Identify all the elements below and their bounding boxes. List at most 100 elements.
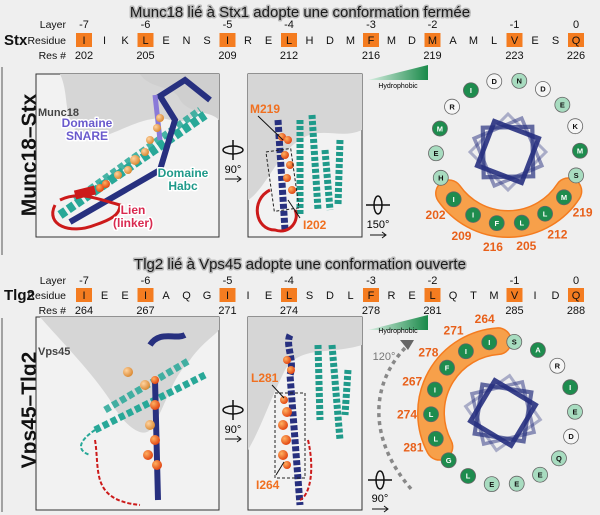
resnum-row-label: Res # [39, 50, 67, 62]
residue: S [203, 35, 210, 47]
layer-highlight [137, 288, 154, 302]
residue-letter: D [492, 77, 498, 86]
residue-circle [551, 450, 567, 467]
resnum-row-label: Res # [39, 305, 67, 317]
structure-panel-front-view: L281 I264 [247, 316, 363, 511]
residue: S [306, 290, 313, 302]
residue-number: 219 [423, 50, 441, 62]
residue-circle [444, 98, 460, 115]
residue-letter: I [569, 383, 571, 392]
residue-circle [440, 452, 457, 469]
residue-letter: D [568, 432, 574, 441]
residue-letter: H [438, 174, 443, 183]
wheel-residue: G [440, 452, 457, 469]
residue-number: 226 [567, 50, 585, 62]
wheel-residue-number: 264 [475, 312, 495, 326]
wheel-residue: E [508, 475, 525, 492]
residue-circle [427, 430, 444, 447]
residue: L [429, 290, 435, 302]
helix-turn-line [474, 118, 542, 186]
protein-label: Stx [4, 32, 28, 49]
residue-letter: E [514, 479, 519, 488]
residue: M [346, 35, 355, 47]
wheel-residue: I [463, 82, 479, 99]
snare-helix [68, 76, 212, 225]
rotation-icon-horizontal: 90° [368, 470, 392, 513]
rotation-angle: 90° [225, 424, 242, 436]
residue-letter: Q [556, 454, 562, 463]
wheel-residue: L 281 [403, 430, 444, 454]
hydrophobic-label: Hydrophobic [378, 328, 418, 335]
residue-circle [432, 169, 449, 186]
residue-letter: E [489, 480, 494, 489]
residue: F [368, 290, 375, 302]
residue: N [183, 35, 191, 47]
residue-circle [486, 73, 503, 90]
residue-number: 205 [136, 50, 154, 62]
layer-residue-spheres [96, 114, 164, 192]
residue: R [244, 35, 252, 47]
wheel-residue: E [428, 145, 444, 162]
residue-circle [530, 342, 546, 358]
residue-circle [465, 207, 481, 223]
structure-panel-side-view: Munc18 Domaine SNARE Domaine Habc Lien (… [35, 73, 220, 238]
structure-panel-front-view: M219 I202 [247, 73, 363, 238]
layer-highlight [424, 288, 441, 302]
layer-number: -2 [428, 19, 438, 31]
residue: M [428, 35, 437, 47]
layer-row-label: Layer [40, 19, 67, 31]
rotation-angle: 90° [372, 493, 389, 505]
residue-number: 271 [218, 305, 236, 317]
layer-residue-spheres [278, 133, 296, 194]
residue: Q [572, 290, 581, 302]
wheel-residue-number: 212 [547, 227, 567, 241]
layer-highlight [363, 33, 379, 47]
residue-letter: I [465, 347, 467, 356]
residue-letter: L [433, 435, 438, 444]
layer-highlight [219, 33, 236, 47]
residue: V [511, 290, 519, 302]
residue: D [326, 35, 334, 47]
layer-highlight [506, 33, 523, 47]
wheel-residue: M 219 [556, 189, 593, 219]
residue-circle [511, 72, 528, 89]
layer-row-label: Layer [40, 275, 67, 287]
residue-circle [567, 118, 584, 135]
section-title: Munc18 lié à Stx1 adopte une conformatio… [130, 4, 470, 21]
l281-label: L281 [251, 371, 279, 385]
residue: Q [449, 290, 458, 302]
residue-number: 212 [280, 50, 298, 62]
residue-circle [432, 120, 448, 137]
residue: H [306, 35, 314, 47]
hydrophobic-label: Hydrophobic [378, 83, 418, 90]
layer-residue-spheres [278, 356, 295, 469]
residue-letter: I [472, 211, 474, 220]
linker-loop [51, 194, 122, 231]
linker-label: Lien [121, 203, 146, 217]
residue-circle [563, 428, 579, 445]
residue-circle [554, 96, 571, 113]
wheel-residue: K [567, 118, 584, 135]
residue-letter: I [488, 338, 490, 347]
i202-label: I202 [303, 218, 327, 232]
layer-number: -3 [366, 19, 376, 31]
wheel-residue-number: 209 [451, 229, 471, 243]
wheel-rotation-angle: 120° [373, 351, 396, 363]
layer-highlight [137, 33, 154, 47]
wheel-residue: E [483, 476, 500, 493]
residue: F [368, 35, 375, 47]
wheel-residue: E [554, 96, 571, 113]
habc-domain-label: Domaine [158, 166, 209, 180]
residue: I [103, 35, 106, 47]
residue: L [142, 35, 148, 47]
section-vps45-tlg2: Tlg2 lié à Vps45 adopte une conformation… [1, 255, 585, 513]
residue-letter: N [517, 77, 522, 86]
layer-number: -4 [284, 275, 294, 287]
wheel-residue: D [535, 81, 551, 97]
residue-circle [549, 357, 566, 374]
helix-backbone-lines [463, 373, 543, 453]
wheel-residue: I 264 [475, 312, 498, 351]
layer-number: -3 [366, 275, 376, 287]
residue-letter: E [572, 407, 577, 416]
